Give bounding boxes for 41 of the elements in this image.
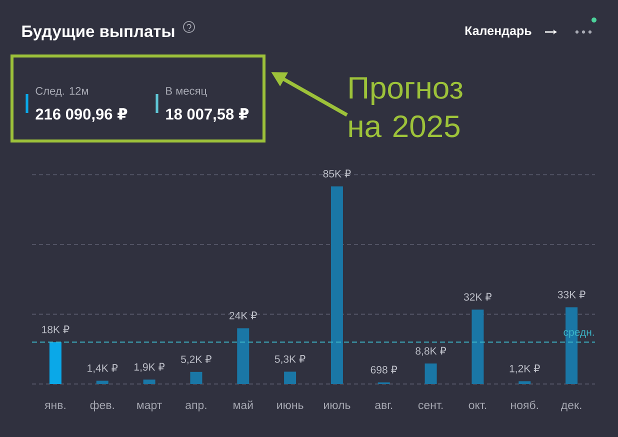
x-tick-label: июнь [277,402,304,410]
text: В месяц [166,87,207,97]
x-tick-label: авг. [375,402,392,410]
x-tick-label: июль [324,402,350,410]
text: След. 12м [36,87,88,97]
data-label: 698 ₽ [370,366,398,374]
data-label: 24K ₽ [230,312,257,320]
data-label: 8,8K ₽ [416,346,446,356]
x-tick-label: май [234,400,253,410]
data-label: 5,3K ₽ [274,355,306,364]
text: 18 007,58 ₽ [166,108,249,122]
bar [518,381,531,384]
x-tick-label: сент. [418,402,443,410]
text: Календарь [465,26,532,38]
chart-title: Будущие выплаты [22,26,174,40]
bar [96,380,108,384]
data-label: 5,2K ₽ [181,355,212,364]
data-label: 32K ₽ [464,292,492,301]
data-label: 1,4K ₽ [88,364,118,374]
x-tick-label: янв. [44,402,66,409]
text: 216 090,96 ₽ [36,108,128,122]
bar [49,342,62,384]
x-tick-label: апр. [186,402,206,412]
x-tick-label: дек. [560,402,582,412]
data-label: 85K ₽ [323,170,351,178]
bar [190,372,202,384]
bar [424,364,437,384]
x-tick-label: нояб. [511,400,538,410]
data-label: 18K ₽ [42,325,70,334]
bar [143,380,156,384]
bar [330,186,343,384]
bar [237,328,250,384]
data-label: 33K ₽ [558,290,586,298]
x-tick-label: март [137,402,162,412]
x-tick-label: фев. [90,400,114,412]
text: Прогноз на 2025 [349,77,462,138]
x-tick-label: окт. [468,402,486,410]
data-label: 1,9K ₽ [134,362,165,372]
bar [472,310,484,384]
data-label: 1,2K ₽ [510,364,540,374]
bar [284,372,296,384]
